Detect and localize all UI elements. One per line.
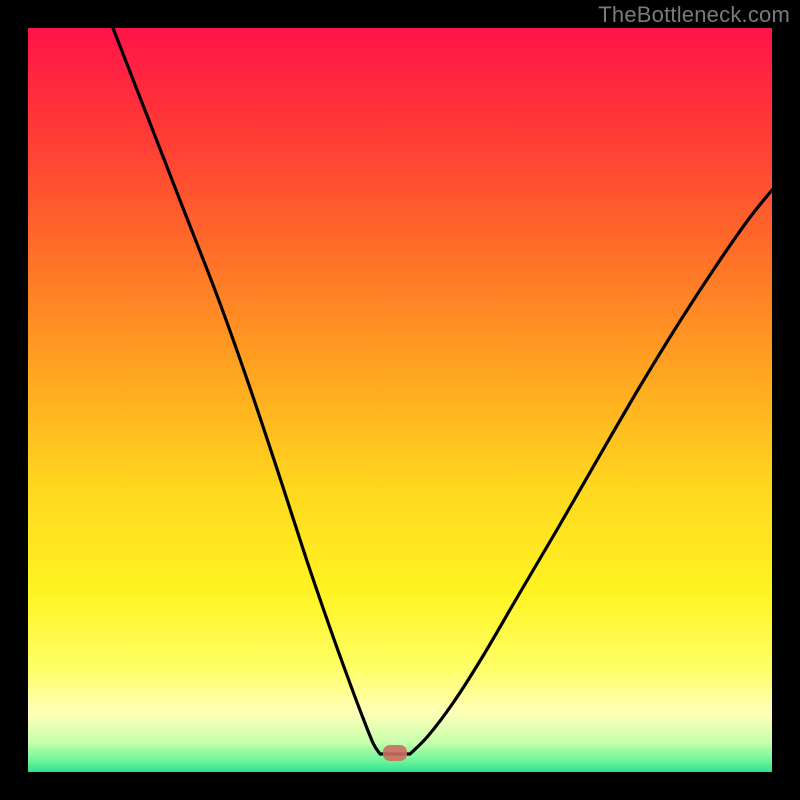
border-right [772,0,800,800]
border-left [0,0,28,800]
border-bottom [0,772,800,800]
chart-frame: TheBottleneck.com [0,0,800,800]
watermark-text: TheBottleneck.com [598,2,790,28]
gradient-background [28,28,772,772]
